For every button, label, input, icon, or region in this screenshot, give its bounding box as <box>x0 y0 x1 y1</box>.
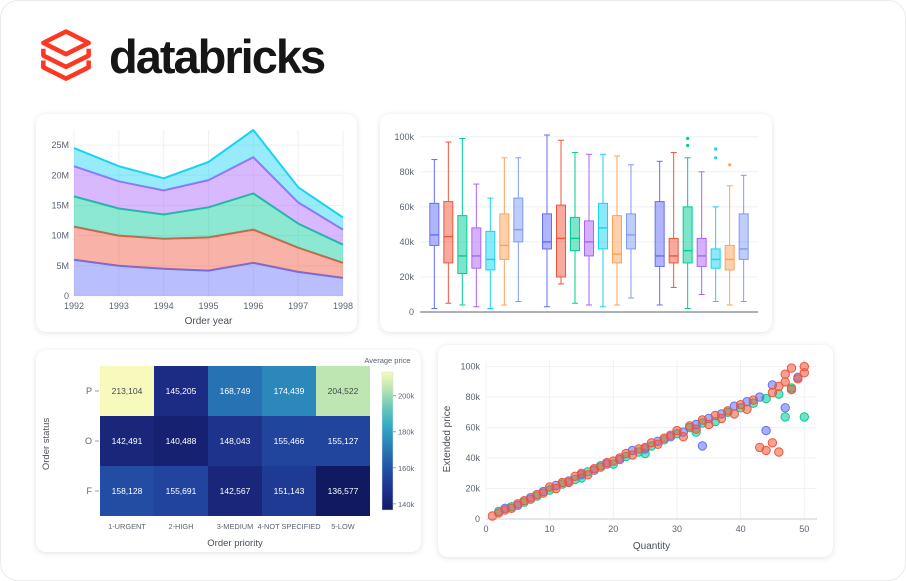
logo-layer-bottom <box>41 60 91 81</box>
svg-text:148,043: 148,043 <box>220 436 251 446</box>
svg-text:1992: 1992 <box>64 301 84 311</box>
svg-text:5M: 5M <box>56 261 69 271</box>
svg-text:160k: 160k <box>398 464 415 473</box>
svg-text:Order priority: Order priority <box>207 538 263 549</box>
svg-text:0: 0 <box>409 307 414 317</box>
svg-text:3-MEDIUM: 3-MEDIUM <box>217 522 254 531</box>
svg-text:1-URGENT: 1-URGENT <box>108 522 146 531</box>
svg-text:80k: 80k <box>399 167 414 177</box>
svg-text:25M: 25M <box>51 140 69 150</box>
svg-text:155,466: 155,466 <box>274 436 305 446</box>
svg-text:158,128: 158,128 <box>112 486 143 496</box>
svg-text:174,439: 174,439 <box>274 386 305 396</box>
stacked-area-chart[interactable]: 0 5M 10M 15M 20M 25M 1992 1993 1994 1995 1996 1997 1… <box>36 114 357 332</box>
databricks-logo-text: databricks <box>109 29 326 83</box>
svg-text:Quantity: Quantity <box>633 541 670 552</box>
svg-text:40k: 40k <box>399 237 414 247</box>
svg-text:1998: 1998 <box>333 301 353 311</box>
svg-text:100k: 100k <box>394 132 414 142</box>
svg-text:O: O <box>85 436 92 446</box>
svg-text:1994: 1994 <box>154 301 174 311</box>
svg-text:1996: 1996 <box>243 301 263 311</box>
svg-text:20k: 20k <box>399 272 414 282</box>
svg-text:168,749: 168,749 <box>220 386 251 396</box>
svg-text:P: P <box>86 386 92 396</box>
svg-text:180k: 180k <box>398 428 415 437</box>
svg-text:155,691: 155,691 <box>166 486 197 496</box>
svg-text:15M: 15M <box>51 200 69 210</box>
svg-text:142,491: 142,491 <box>112 436 143 446</box>
svg-text:30: 30 <box>672 524 682 534</box>
databricks-logo-icon <box>41 29 91 81</box>
svg-text:155,127: 155,127 <box>328 436 359 446</box>
svg-text:50: 50 <box>799 524 809 534</box>
svg-text:10M: 10M <box>51 231 69 241</box>
svg-text:0: 0 <box>475 514 480 524</box>
svg-text:60k: 60k <box>465 423 480 433</box>
svg-text:F: F <box>87 486 93 496</box>
svg-text:2-HIGH: 2-HIGH <box>168 522 193 531</box>
svg-text:200k: 200k <box>398 392 415 401</box>
svg-text:20M: 20M <box>51 170 69 180</box>
svg-text:Extended price: Extended price <box>442 405 453 472</box>
area-chart-card: 0 5M 10M 15M 20M 25M 1992 1993 1994 1995 1996 1997 1… <box>36 114 357 332</box>
svg-text:140,488: 140,488 <box>166 436 197 446</box>
svg-text:140k: 140k <box>398 500 415 509</box>
svg-text:4-NOT SPECIFIED: 4-NOT SPECIFIED <box>257 522 320 531</box>
svg-text:80k: 80k <box>465 392 480 402</box>
svg-text:40k: 40k <box>465 453 480 463</box>
svg-text:151,143: 151,143 <box>274 486 305 496</box>
svg-text:10: 10 <box>545 524 555 534</box>
svg-text:136,577: 136,577 <box>328 486 359 496</box>
box-plot-card: 0 20k 40k 60k 80k 100k <box>380 114 772 332</box>
svg-text:Average price: Average price <box>364 356 410 365</box>
svg-text:Order year: Order year <box>185 316 233 327</box>
svg-text:145,205: 145,205 <box>166 386 197 396</box>
heatmap-card: 213,104 145,205 168,749 174,439 204,522 P 142,… <box>36 350 421 552</box>
box-plot-chart[interactable]: 0 20k 40k 60k 80k 100k <box>380 114 772 332</box>
svg-text:100k: 100k <box>460 362 480 372</box>
svg-text:0: 0 <box>64 291 69 301</box>
svg-text:213,104: 213,104 <box>112 386 143 396</box>
svg-text:1995: 1995 <box>198 301 218 311</box>
svg-text:1993: 1993 <box>109 301 129 311</box>
svg-text:204,522: 204,522 <box>328 386 359 396</box>
svg-text:40: 40 <box>736 524 746 534</box>
svg-text:0: 0 <box>483 524 488 534</box>
svg-text:20: 20 <box>608 524 618 534</box>
svg-text:20k: 20k <box>465 484 480 494</box>
svg-text:60k: 60k <box>399 202 414 212</box>
scatter-chart[interactable]: 0 20k 40k 60k 80k 100k 0 10 20 30 40 50 Quantity Exte… <box>438 345 833 557</box>
logo-layer-top <box>41 29 91 57</box>
svg-text:5-LOW: 5-LOW <box>331 522 354 531</box>
logo-layer-middle <box>41 48 91 70</box>
databricks-logo: databricks <box>37 27 326 85</box>
scatter-card: 0 20k 40k 60k 80k 100k 0 10 20 30 40 50 Quantity Exte… <box>438 345 833 557</box>
svg-text:1997: 1997 <box>288 301 308 311</box>
svg-text:142,567: 142,567 <box>220 486 251 496</box>
heatmap-chart[interactable]: 213,104 145,205 168,749 174,439 204,522 P 142,… <box>36 350 421 552</box>
svg-text:Order status: Order status <box>41 418 52 471</box>
